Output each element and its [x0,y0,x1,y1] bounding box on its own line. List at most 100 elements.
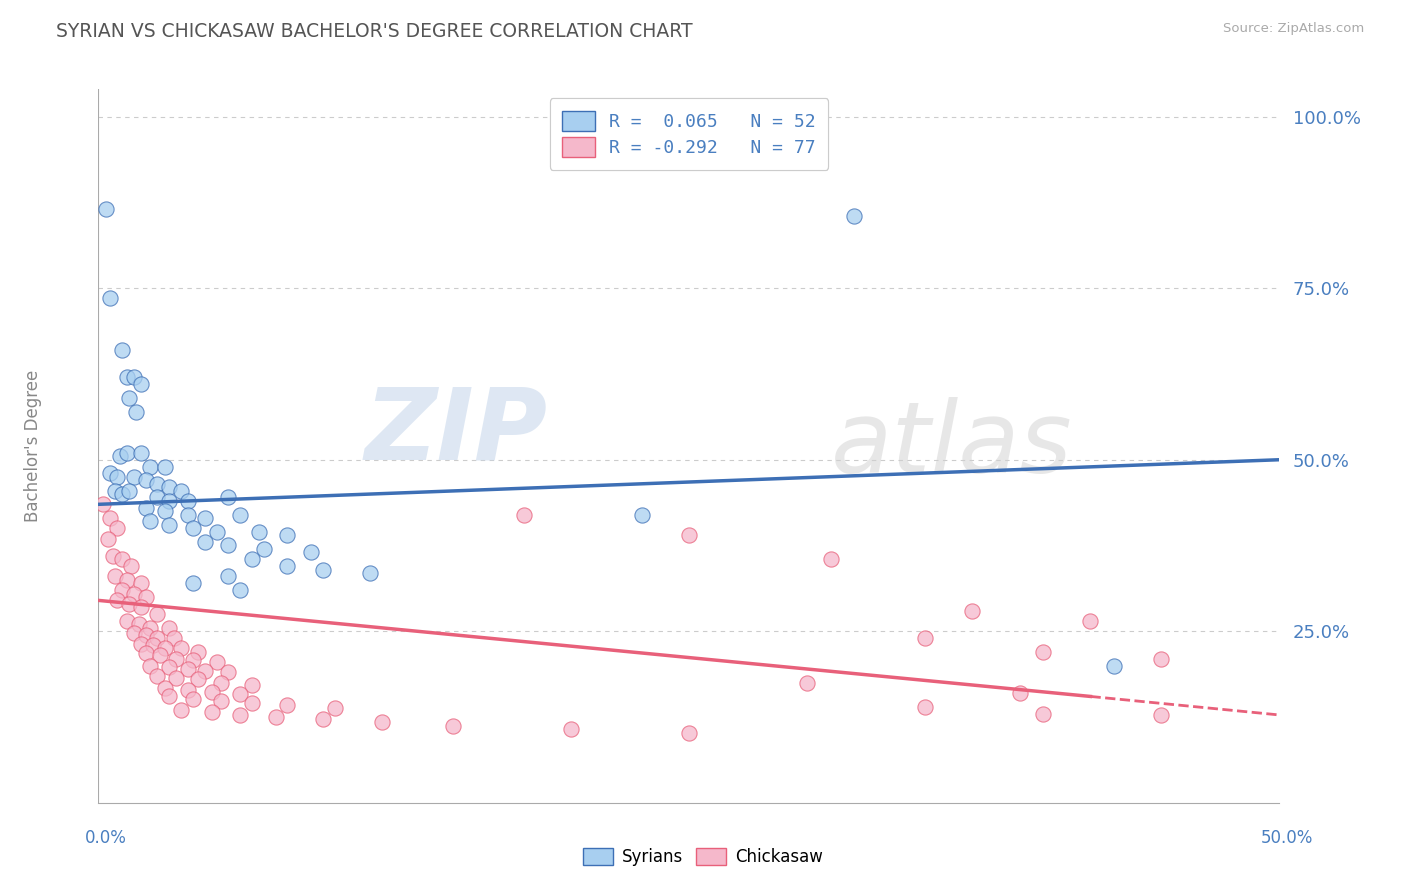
Point [240,696,263,710]
Point [139,621,162,635]
Point [115,614,138,628]
Point [125,405,148,419]
Point [157,660,180,674]
Point [181,653,204,667]
Point [153,641,176,656]
Point [142,638,165,652]
Point [312,712,335,726]
Point [146,491,169,505]
Point [122,625,145,640]
Point [128,617,150,632]
Point [209,694,232,708]
Text: 0.0%: 0.0% [84,829,127,847]
Point [129,600,152,615]
Point [104,569,127,583]
Point [118,597,141,611]
Point [105,593,128,607]
Point [276,528,298,542]
Point [115,370,138,384]
Point [157,494,180,508]
Point [135,473,157,487]
Point [1080,614,1102,628]
Point [118,483,141,498]
Point [122,370,145,384]
Point [181,576,204,591]
Point [240,678,263,692]
Point [129,576,152,591]
Point [371,714,394,729]
Point [1032,645,1054,659]
Point [157,621,180,635]
Point [121,559,143,574]
Point [153,459,176,474]
Point [146,476,169,491]
Point [129,377,152,392]
Point [209,675,232,690]
Point [139,658,162,673]
Point [129,637,152,651]
Point [1150,651,1173,665]
Legend: Syrians, Chickasaw: Syrians, Chickasaw [575,840,831,875]
Text: SYRIAN VS CHICKASAW BACHELOR'S DEGREE CORRELATION CHART: SYRIAN VS CHICKASAW BACHELOR'S DEGREE CO… [56,22,693,41]
Point [165,651,187,665]
Point [135,500,157,515]
Point [170,483,193,498]
Point [914,631,936,645]
Point [187,645,209,659]
Point [122,470,145,484]
Point [229,508,252,522]
Point [229,687,252,701]
Point [205,524,228,539]
Point [135,646,157,660]
Point [111,583,134,598]
Point [105,470,128,484]
Point [153,681,176,695]
Point [359,566,381,580]
Point [91,497,114,511]
Point [201,705,224,719]
Point [844,209,866,223]
Point [229,708,252,723]
Point [217,569,239,583]
Point [1150,708,1173,723]
Point [187,673,209,687]
Point [820,552,842,566]
Point [111,552,134,566]
Point [177,662,200,676]
Point [108,450,131,464]
Point [94,202,117,217]
Point [181,521,204,535]
Point [1032,706,1054,721]
Point [630,508,652,522]
Point [205,655,228,669]
Point [914,699,936,714]
Point [194,535,217,549]
Point [229,583,252,598]
Point [217,539,239,553]
Point [276,559,298,574]
Point [170,703,193,717]
Point [139,459,162,474]
Point [441,719,464,733]
Point [1008,686,1031,700]
Point [118,391,141,405]
Point [97,532,120,546]
Point [163,631,186,645]
Point [678,726,700,740]
Point [146,631,169,645]
Point [111,343,134,357]
Point [177,682,200,697]
Point [194,664,217,678]
Point [170,641,193,656]
Point [135,590,157,604]
Point [129,446,152,460]
Point [157,480,180,494]
Point [98,467,121,481]
Point [512,508,534,522]
Point [115,446,138,460]
Point [149,648,172,663]
Point [98,292,121,306]
Point [299,545,322,559]
Point [217,491,239,505]
Point [560,722,582,736]
